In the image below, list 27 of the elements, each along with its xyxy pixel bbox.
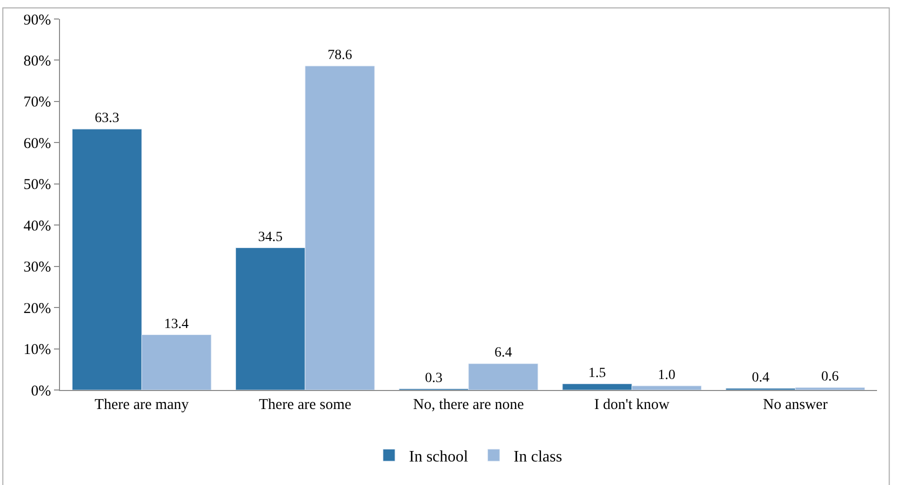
data-label: 6.4 (494, 346, 512, 361)
y-tick-label: 10% (24, 342, 51, 358)
y-tick-label: 60% (24, 136, 51, 152)
x-tick-label: There are many (94, 397, 190, 413)
x-tick-label: No answer (763, 397, 828, 413)
x-tick-label: I don't know (594, 397, 670, 413)
legend-label: In class (514, 448, 562, 466)
x-tick-label: There are some (258, 397, 352, 413)
y-tick-label: 90% (24, 12, 51, 28)
y-tick-label: 20% (24, 300, 51, 317)
y-tick-label: 30% (24, 260, 51, 276)
data-label: 0.3 (425, 370, 443, 386)
y-tick-label: 0% (31, 383, 51, 400)
data-label: 0.6 (821, 370, 839, 385)
x-tick-label: No, there are none (413, 397, 524, 413)
data-label: 1.5 (588, 366, 606, 381)
y-tick-label: 40% (24, 218, 51, 234)
data-label: 63.3 (94, 111, 120, 126)
data-label: 0.4 (752, 370, 770, 386)
legend-label: In school (409, 448, 469, 466)
data-label: 34.5 (258, 230, 283, 245)
y-tick-label: 50% (24, 177, 51, 194)
data-label: 1.0 (658, 368, 676, 383)
data-label: 78.6 (328, 48, 352, 63)
y-tick-label: 70% (24, 94, 51, 111)
data-label: 13.4 (164, 316, 189, 332)
y-tick-label: 80% (24, 53, 51, 70)
